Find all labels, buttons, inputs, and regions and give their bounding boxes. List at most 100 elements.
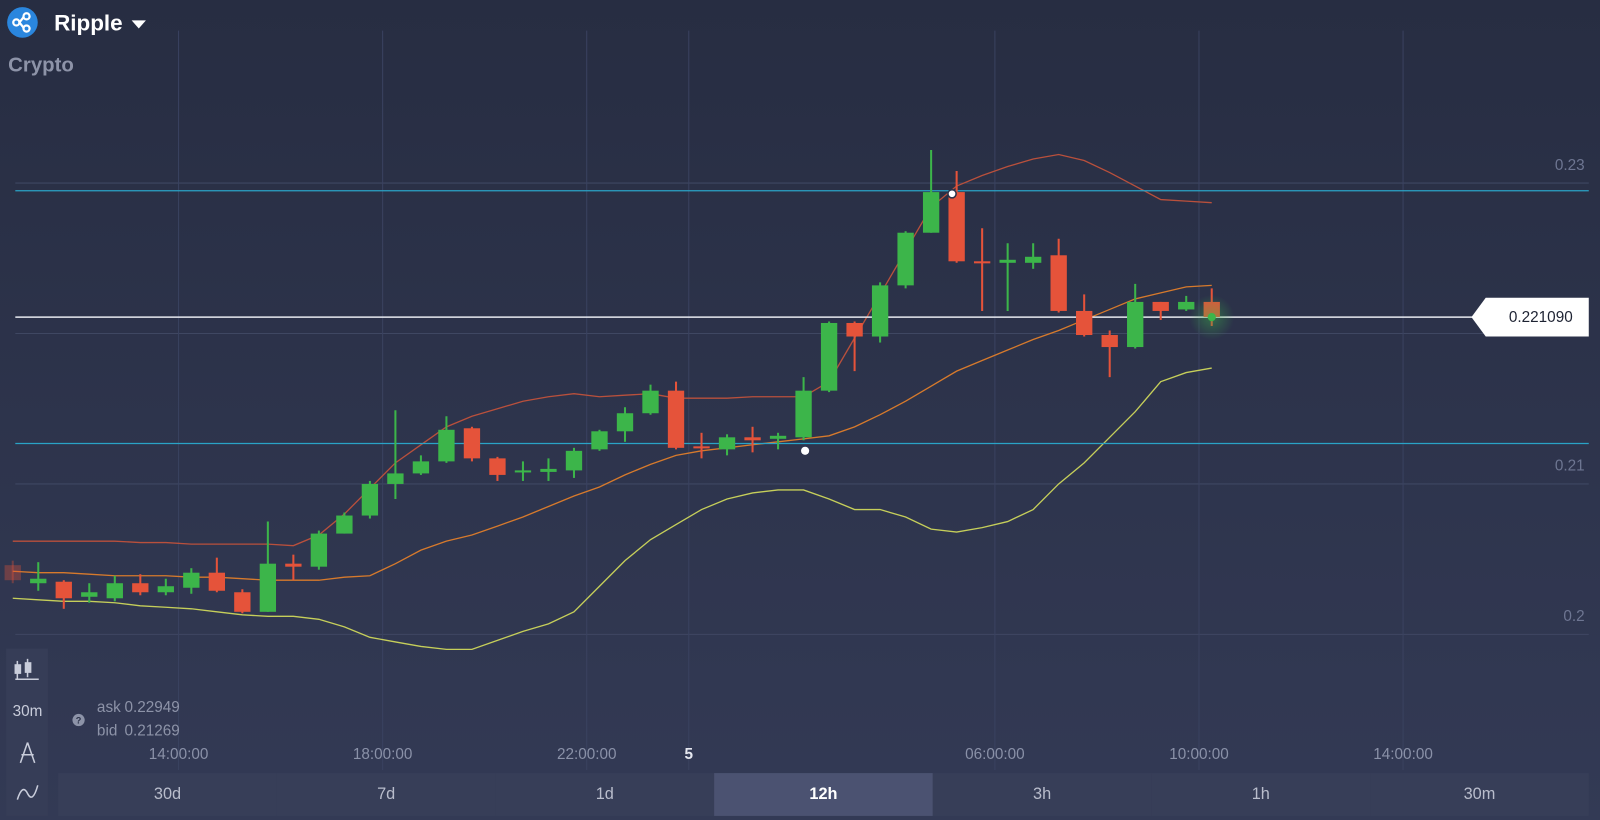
candle-body bbox=[208, 572, 225, 591]
candle-body bbox=[132, 583, 149, 593]
price-tag-bg bbox=[1471, 297, 1589, 337]
candle-body bbox=[948, 192, 965, 262]
period-tab-label[interactable]: 1h bbox=[1252, 785, 1270, 803]
grid: 0.20.210.220.2314:00:0018:00:0022:00:005… bbox=[15, 30, 1589, 771]
y-tick-label: 0.21 bbox=[1555, 458, 1585, 475]
asset-title[interactable]: Ripple bbox=[54, 10, 123, 35]
candle-body bbox=[820, 322, 838, 391]
x-tick-label: 10:00:00 bbox=[1169, 746, 1229, 763]
period-tabs: 30d 7d 1d 12h 3h 1h 30m bbox=[58, 773, 1589, 816]
candle-body bbox=[922, 192, 940, 233]
x-tick-label: 14:00:00 bbox=[149, 746, 209, 763]
period-tab-label[interactable]: 30m bbox=[1464, 785, 1496, 803]
plot bbox=[4, 149, 1589, 651]
asset-category: Crypto bbox=[8, 55, 74, 77]
y-tick-label: 0.23 bbox=[1555, 157, 1585, 174]
candle-body bbox=[157, 586, 174, 593]
candle-body bbox=[540, 468, 557, 472]
candle-body bbox=[412, 461, 430, 474]
candle-body bbox=[514, 470, 532, 473]
candle-body bbox=[4, 565, 21, 581]
trade-marker bbox=[947, 188, 957, 199]
candle-body bbox=[1127, 301, 1144, 348]
help-glyph: ? bbox=[76, 715, 82, 725]
candle-body bbox=[183, 572, 200, 588]
candle-body bbox=[718, 437, 736, 450]
candle-body bbox=[106, 583, 123, 599]
candle-body bbox=[30, 578, 47, 584]
left-toolbar: 30m bbox=[6, 648, 48, 816]
period-tab[interactable] bbox=[1151, 773, 1371, 816]
period-tab-label[interactable]: 7d bbox=[377, 785, 395, 803]
candle-body bbox=[973, 261, 991, 264]
period-tab[interactable] bbox=[276, 773, 496, 816]
candle-body bbox=[387, 473, 404, 484]
candle-body bbox=[795, 390, 812, 438]
candle-body bbox=[1050, 255, 1067, 311]
interval-button[interactable]: 30m bbox=[13, 703, 43, 720]
help-icon[interactable] bbox=[72, 713, 85, 727]
candle-body bbox=[642, 390, 659, 414]
candle-body bbox=[336, 515, 353, 534]
live-dot bbox=[1207, 313, 1216, 322]
candle-body bbox=[897, 232, 914, 286]
chart-type-button[interactable] bbox=[14, 658, 39, 681]
candle-body bbox=[999, 259, 1016, 263]
candle-body bbox=[616, 413, 634, 432]
period-tab-label[interactable]: 1d bbox=[596, 785, 614, 803]
candle-body bbox=[769, 435, 787, 439]
period-tab[interactable] bbox=[714, 773, 933, 816]
candle-body bbox=[744, 437, 761, 441]
candle-body bbox=[438, 429, 455, 462]
ask-value: 0.22949 bbox=[124, 699, 179, 716]
bollinger-band bbox=[12, 153, 1212, 547]
candle-body bbox=[1101, 335, 1118, 348]
x-tick-label: 06:00:00 bbox=[965, 746, 1025, 763]
ask-label: ask bbox=[97, 699, 121, 716]
candle-body bbox=[81, 592, 98, 597]
candle-body bbox=[871, 285, 889, 337]
candle-body bbox=[259, 563, 277, 612]
quote: ? ask 0.22949 bid 0.21269 bbox=[72, 699, 180, 739]
period-tab[interactable] bbox=[932, 773, 1152, 816]
candle-body bbox=[1152, 301, 1169, 311]
period-tab-label[interactable]: 30d bbox=[154, 785, 181, 803]
logo bbox=[7, 7, 38, 38]
candle-body bbox=[591, 431, 608, 450]
header: Ripple Crypto bbox=[7, 7, 146, 77]
trade-marker bbox=[801, 446, 810, 455]
candle-body bbox=[463, 428, 481, 459]
x-tick-label: 18:00:00 bbox=[353, 746, 413, 763]
candle-body bbox=[234, 592, 251, 612]
candle-body bbox=[565, 450, 583, 471]
candle-body bbox=[361, 483, 379, 516]
logo-glyph bbox=[12, 12, 31, 33]
candle-body bbox=[693, 446, 710, 449]
bid-value: 0.21269 bbox=[124, 722, 179, 739]
x-tick-label: 5 bbox=[685, 746, 694, 763]
bid-label: bid bbox=[97, 722, 117, 739]
candle-body bbox=[285, 563, 302, 567]
bollinger-band bbox=[12, 367, 1212, 651]
candle-body bbox=[310, 533, 328, 567]
price-tag-label: 0.221090 bbox=[1509, 309, 1573, 326]
y-tick-label: 0.2 bbox=[1563, 608, 1584, 625]
period-tab[interactable] bbox=[495, 773, 715, 816]
period-tab-label[interactable]: 12h bbox=[809, 785, 837, 803]
candle-body bbox=[489, 458, 506, 475]
price-tag: 0.221090 bbox=[1471, 297, 1589, 337]
x-tick-label: 14:00:00 bbox=[1373, 746, 1433, 763]
candle-body bbox=[55, 581, 72, 599]
period-tab[interactable] bbox=[58, 773, 277, 816]
asset-dropdown[interactable] bbox=[131, 20, 146, 29]
candle-body bbox=[1025, 256, 1042, 263]
candle-body bbox=[846, 322, 863, 337]
candle-body bbox=[1178, 301, 1195, 310]
candle-body bbox=[1076, 310, 1093, 336]
period-tab[interactable] bbox=[1370, 773, 1589, 816]
period-tab-label[interactable]: 3h bbox=[1033, 785, 1051, 803]
candle-body bbox=[667, 390, 685, 448]
indicator-button[interactable] bbox=[16, 785, 39, 800]
drawing-button[interactable] bbox=[19, 742, 36, 764]
